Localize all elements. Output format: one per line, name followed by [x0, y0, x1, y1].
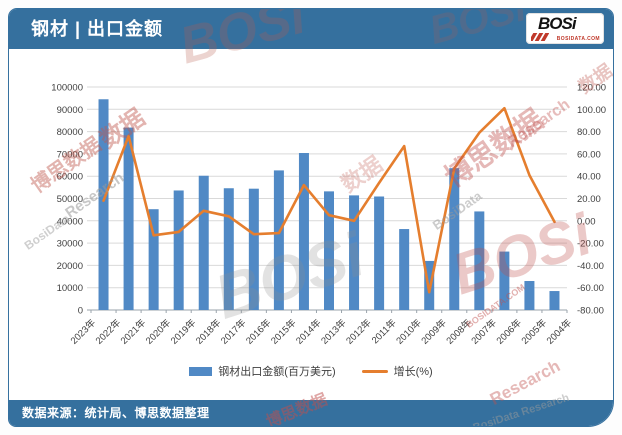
right-axis-tick-label: 120.00	[577, 83, 606, 94]
x-axis-year-label: 2005年	[519, 316, 550, 347]
left-axis-tick-label: 0	[78, 306, 83, 317]
bar-series-swatch	[189, 366, 213, 376]
x-axis-year-label: 2006年	[494, 316, 525, 347]
export-value-bar	[449, 168, 460, 310]
export-value-bar	[374, 196, 385, 310]
right-axis-tick-label: 20.00	[577, 194, 601, 205]
export-value-bar	[349, 195, 360, 310]
left-axis-tick-label: 80000	[57, 127, 83, 138]
x-axis-year-label: 2018年	[193, 316, 224, 347]
x-axis-year-label: 2014年	[293, 316, 324, 347]
right-axis-tick-label: -80.00	[577, 306, 604, 317]
left-axis-tick-label: 90000	[57, 105, 83, 116]
right-axis-tick-label: 40.00	[577, 172, 601, 183]
x-axis-year-label: 2019年	[168, 316, 199, 347]
x-axis-year-label: 2016年	[243, 316, 274, 347]
export-value-bar	[148, 209, 159, 310]
x-axis-year-label: 2009年	[419, 316, 450, 347]
export-value-bar	[223, 188, 234, 310]
x-axis-year-label: 2013年	[318, 316, 349, 347]
right-axis-tick-label: 0.00	[577, 216, 596, 227]
export-value-bar	[273, 170, 284, 310]
export-value-bar	[248, 188, 259, 310]
export-value-bar	[524, 281, 535, 310]
x-axis-year-label: 2017年	[218, 316, 249, 347]
x-axis-year-label: 2011年	[369, 316, 399, 346]
x-axis-year-label: 2022年	[93, 316, 124, 347]
left-axis-tick-label: 10000	[57, 283, 83, 294]
export-value-bar	[399, 229, 410, 310]
data-source-text: 数据来源：统计局、博思数据整理	[22, 406, 210, 420]
right-axis-tick-label: -60.00	[577, 283, 604, 294]
x-axis-year-label: 2008年	[444, 316, 475, 347]
bosi-logo: BOSi BOSIDATA.COM	[526, 13, 604, 44]
export-value-bar	[474, 211, 485, 310]
x-axis-year-label: 2020年	[143, 316, 174, 347]
line-series-label: 增长(%)	[393, 366, 433, 378]
logo-stripes-icon	[531, 33, 549, 41]
header-bar: 钢材 | 出口金额 BOSi BOSIDATA.COM	[9, 9, 613, 49]
x-axis-year-label: 2004年	[544, 316, 575, 347]
left-axis-tick-label: 100000	[51, 83, 83, 94]
x-axis-year-label: 2012年	[344, 316, 375, 347]
legend-item-bar: 钢材出口金额(百万美元)	[189, 363, 336, 379]
right-axis-tick-label: -20.00	[577, 239, 604, 250]
right-axis-tick-label: 60.00	[577, 149, 601, 160]
left-axis-tick-label: 50000	[57, 194, 83, 205]
x-axis-year-label: 2023年	[68, 316, 99, 347]
growth-line	[102, 106, 556, 294]
left-axis-tick-label: 20000	[57, 261, 83, 272]
legend-item-line: 增长(%)	[361, 363, 433, 379]
logo-site-text: BOSIDATA.COM	[556, 36, 600, 42]
line-series-swatch	[361, 369, 388, 373]
report-card: 钢材 | 出口金额 BOSi BOSIDATA.COM 100000 120.00…	[8, 8, 614, 427]
export-value-bar	[173, 190, 184, 310]
export-value-bar	[298, 153, 309, 310]
export-value-bar	[98, 99, 109, 310]
x-axis-year-label: 2007年	[469, 316, 500, 347]
x-axis-year-label: 2015年	[268, 316, 299, 347]
chart-region: 100000 120.00 90000 100.00 80000 80.00 70000 60…	[9, 49, 613, 400]
left-axis-tick-label: 60000	[57, 172, 83, 183]
right-axis-tick-label: 80.00	[577, 127, 601, 138]
x-axis-year-label: 2010年	[394, 316, 425, 347]
export-value-bar	[549, 291, 560, 310]
footer-bar: 数据来源：统计局、博思数据整理	[9, 400, 613, 426]
bar-series-label: 钢材出口金额(百万美元)	[218, 366, 336, 378]
logo-text: BOSi	[538, 14, 577, 33]
left-axis-tick-label: 30000	[57, 239, 83, 250]
left-axis-tick-label: 40000	[57, 216, 83, 227]
left-axis-tick-label: 70000	[57, 149, 83, 160]
export-value-bar	[499, 251, 510, 310]
export-value-bar	[324, 191, 334, 310]
export-value-bar	[123, 127, 134, 310]
x-axis-year-label: 2021年	[118, 316, 149, 347]
export-value-bar	[198, 175, 209, 310]
page-title: 钢材 | 出口金额	[31, 19, 164, 39]
right-axis-tick-label: -40.00	[577, 261, 604, 272]
chart-legend: 钢材出口金额(百万美元) 增长(%)	[9, 363, 613, 379]
right-axis-tick-label: 100.00	[577, 105, 606, 116]
